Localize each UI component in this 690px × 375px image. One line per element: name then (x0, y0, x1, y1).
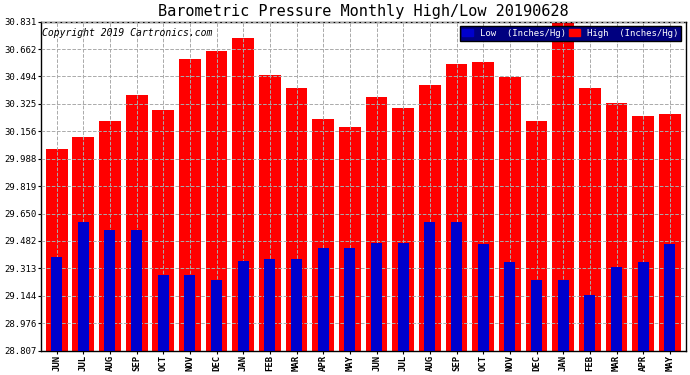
Bar (291, 259, 302, 351)
Bar (552, 22, 574, 351)
Bar (472, 63, 494, 351)
Bar (99, 121, 121, 351)
Title: Barometric Pressure Monthly High/Low 20190628: Barometric Pressure Monthly High/Low 201… (158, 4, 569, 19)
Bar (51, 258, 62, 351)
Bar (419, 85, 441, 351)
Bar (393, 108, 414, 351)
Bar (206, 51, 228, 351)
Bar (318, 248, 328, 351)
Bar (611, 267, 622, 351)
Bar (424, 222, 435, 351)
Bar (286, 88, 308, 351)
Bar (477, 244, 489, 351)
Bar (371, 243, 382, 351)
Bar (446, 64, 467, 351)
Bar (397, 243, 408, 351)
Legend: Low  (Inches/Hg), High  (Inches/Hg): Low (Inches/Hg), High (Inches/Hg) (460, 26, 681, 40)
Bar (158, 275, 168, 351)
Bar (264, 259, 275, 351)
Bar (664, 244, 676, 351)
Bar (131, 230, 142, 351)
Bar (126, 95, 148, 351)
Bar (638, 262, 649, 351)
Bar (584, 295, 595, 351)
Bar (238, 261, 248, 351)
Bar (184, 275, 195, 351)
Bar (499, 77, 521, 351)
Bar (558, 280, 569, 351)
Bar (46, 148, 68, 351)
Bar (259, 75, 281, 351)
Bar (344, 248, 355, 351)
Bar (313, 119, 334, 351)
Bar (606, 103, 627, 351)
Bar (104, 230, 115, 351)
Bar (451, 222, 462, 351)
Bar (339, 128, 361, 351)
Bar (233, 38, 254, 351)
Bar (211, 280, 222, 351)
Bar (632, 116, 654, 351)
Bar (579, 88, 601, 351)
Bar (504, 262, 515, 351)
Bar (366, 97, 388, 351)
Text: Copyright 2019 Cartronics.com: Copyright 2019 Cartronics.com (42, 28, 213, 38)
Bar (531, 280, 542, 351)
Bar (179, 59, 201, 351)
Bar (659, 114, 681, 351)
Bar (526, 121, 547, 351)
Bar (72, 137, 94, 351)
Bar (152, 110, 174, 351)
Bar (78, 222, 89, 351)
